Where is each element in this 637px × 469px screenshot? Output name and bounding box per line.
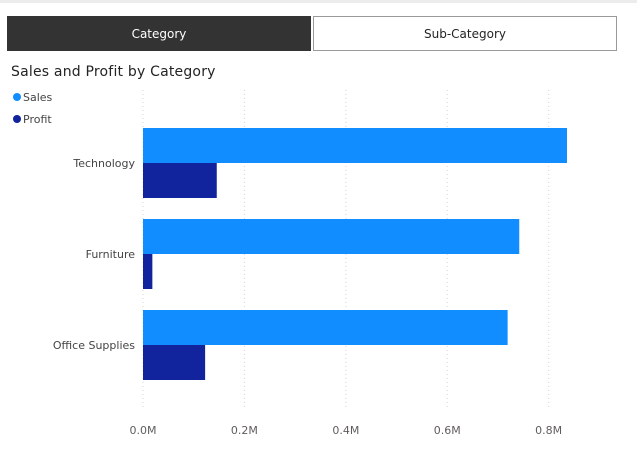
legend-dot-sales bbox=[13, 93, 21, 101]
bar-sales-2 bbox=[143, 310, 508, 345]
tab-sub-category[interactable]: Sub-Category bbox=[313, 16, 617, 51]
category-label-0: Technology bbox=[72, 157, 135, 170]
bar-sales-1 bbox=[143, 219, 520, 254]
chart-legend: Sales Profit bbox=[13, 90, 52, 134]
category-label-1: Furniture bbox=[86, 248, 136, 261]
legend-label-sales: Sales bbox=[23, 90, 53, 104]
x-tick-label-0: 0.0M bbox=[130, 424, 157, 437]
legend-label-profit: Profit bbox=[23, 112, 52, 126]
legend-item-profit[interactable]: Profit bbox=[13, 112, 52, 126]
x-tick-label-2: 0.4M bbox=[332, 424, 359, 437]
category-label-2: Office Supplies bbox=[53, 339, 135, 352]
slicer-tabs: Category Sub-Category bbox=[7, 16, 617, 51]
bar-profit-0 bbox=[143, 163, 217, 198]
bar-sales-0 bbox=[143, 128, 567, 163]
legend-dot-profit bbox=[13, 115, 21, 123]
chart-title: Sales and Profit by Category bbox=[11, 64, 216, 80]
bar-profit-2 bbox=[143, 345, 206, 380]
x-tick-label-3: 0.6M bbox=[434, 424, 461, 437]
tab-category[interactable]: Category bbox=[7, 16, 311, 51]
legend-item-sales[interactable]: Sales bbox=[13, 90, 52, 104]
top-divider bbox=[0, 0, 637, 3]
x-tick-label-1: 0.2M bbox=[231, 424, 258, 437]
bar-profit-1 bbox=[143, 254, 153, 289]
x-tick-label-4: 0.8M bbox=[535, 424, 562, 437]
